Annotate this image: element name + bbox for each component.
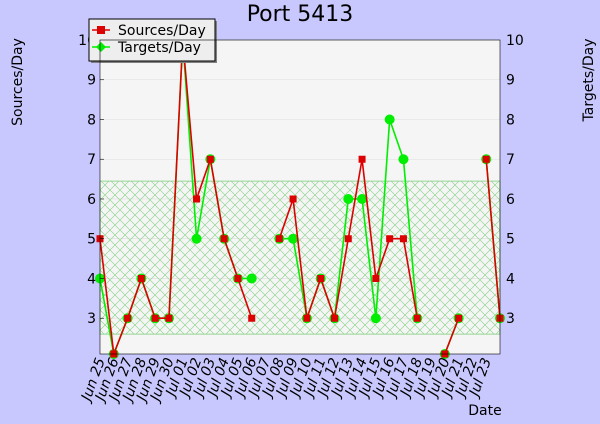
data-point <box>482 155 490 163</box>
data-point <box>303 314 311 322</box>
y-tick-label-right: 4 <box>506 271 515 287</box>
data-point <box>289 195 297 203</box>
y-axis-right-label: Targets/Day <box>581 39 597 123</box>
chart-title: Port 5413 <box>247 2 354 27</box>
y-tick-label-left: 9 <box>87 73 96 89</box>
data-point <box>370 313 381 324</box>
legend-targets-marker <box>96 42 106 52</box>
data-point <box>358 155 366 163</box>
sources-series <box>96 36 504 358</box>
y-tick-label-left: 3 <box>87 311 96 327</box>
data-point <box>288 233 299 244</box>
y-axis-right: 3 4 5 6 7 8 9 10 <box>506 33 524 327</box>
data-point <box>206 155 214 163</box>
data-point <box>248 314 256 322</box>
data-point <box>398 154 409 165</box>
data-point <box>317 274 325 282</box>
data-point <box>343 193 354 204</box>
y-tick-label-right: 7 <box>506 152 515 168</box>
data-point <box>357 193 368 204</box>
data-point <box>191 233 202 244</box>
legend-sources-marker <box>97 26 105 34</box>
y-tick-label-right: 6 <box>506 192 515 208</box>
data-point <box>455 314 463 322</box>
data-point <box>330 314 338 322</box>
y-tick-label-right: 8 <box>506 112 515 128</box>
y-tick-label-right: 3 <box>506 311 515 327</box>
data-point <box>137 274 145 282</box>
series-line <box>485 159 501 319</box>
data-point <box>344 235 352 243</box>
legend: Sources/Day Targets/Day <box>88 18 217 63</box>
legend-sources-label: Sources/Day <box>118 23 206 39</box>
y-tick-label-right: 9 <box>506 73 515 89</box>
data-point <box>413 314 421 322</box>
data-point <box>151 314 159 322</box>
y-tick-label-left: 5 <box>87 232 96 248</box>
x-axis-label: Date <box>468 403 501 419</box>
data-point <box>234 274 242 282</box>
data-point <box>384 114 395 125</box>
legend-targets-label: Targets/Day <box>117 40 201 56</box>
data-point <box>220 235 228 243</box>
data-point <box>193 195 201 203</box>
series-line <box>99 39 253 355</box>
series-line <box>444 317 460 355</box>
data-point <box>124 314 132 322</box>
y-tick-label-left: 4 <box>87 271 96 287</box>
y-tick-label-left: 7 <box>87 152 96 168</box>
y-axis-left-label: Sources/Day <box>10 38 26 126</box>
data-point <box>246 273 257 284</box>
y-tick-label-left: 8 <box>87 112 96 128</box>
data-point <box>399 235 407 243</box>
y-tick-label-left: 6 <box>87 192 96 208</box>
data-point <box>386 235 394 243</box>
data-point <box>372 274 380 282</box>
data-point <box>165 314 173 322</box>
plot-border <box>99 39 501 355</box>
y-tick-label-right: 10 <box>506 33 524 49</box>
y-tick-label-right: 5 <box>506 232 515 248</box>
data-point <box>275 235 283 243</box>
